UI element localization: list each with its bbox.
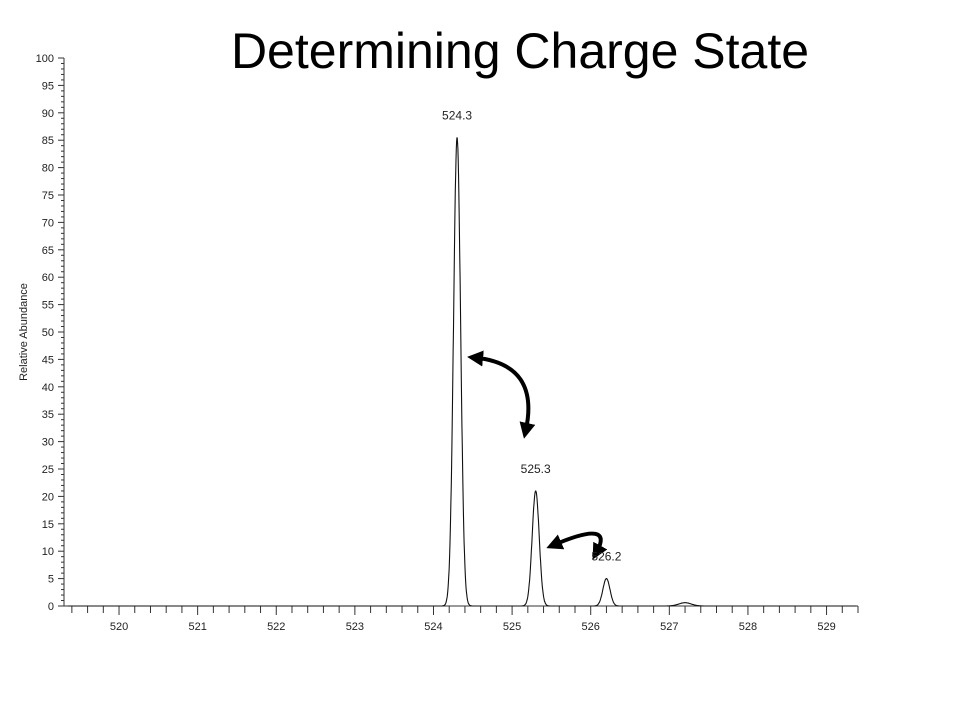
x-tick-label: 529 bbox=[817, 621, 835, 633]
y-tick-label: 100 bbox=[36, 53, 54, 65]
x-tick-label: 525 bbox=[503, 621, 521, 633]
spacing-arrow bbox=[467, 350, 536, 439]
y-tick-label: 95 bbox=[42, 80, 54, 92]
y-tick-label: 5 bbox=[48, 574, 54, 586]
y-tick-label: 85 bbox=[42, 135, 54, 147]
slide-title: Determining Charge State bbox=[230, 23, 810, 79]
y-tick-label: 60 bbox=[42, 272, 54, 284]
y-tick-label: 70 bbox=[42, 217, 54, 229]
y-tick-label: 50 bbox=[42, 327, 54, 339]
y-tick-label: 0 bbox=[48, 601, 54, 613]
y-tick-label: 10 bbox=[42, 546, 54, 558]
y-tick-label: 90 bbox=[42, 108, 54, 120]
y-tick-label: 45 bbox=[42, 354, 54, 366]
x-tick-label: 523 bbox=[346, 621, 364, 633]
x-tick-label: 521 bbox=[188, 621, 206, 633]
y-tick-label: 80 bbox=[42, 163, 54, 175]
y-tick-label: 15 bbox=[42, 519, 54, 531]
x-tick-label: 522 bbox=[267, 621, 285, 633]
y-tick-label: 20 bbox=[42, 491, 54, 503]
peak-label: 526.2 bbox=[591, 550, 621, 564]
x-tick-label: 527 bbox=[660, 621, 678, 633]
x-tick-label: 526 bbox=[582, 621, 600, 633]
y-tick-label: 75 bbox=[42, 190, 54, 202]
y-tick-label: 35 bbox=[42, 409, 54, 421]
spectrum-trace bbox=[67, 137, 857, 607]
x-tick-label: 528 bbox=[739, 621, 757, 633]
y-tick-label: 25 bbox=[42, 464, 54, 476]
y-tick-label: 65 bbox=[42, 245, 54, 257]
peak-label: 524.3 bbox=[442, 108, 472, 122]
y-tick-label: 40 bbox=[42, 382, 54, 394]
y-tick-label: 55 bbox=[42, 300, 54, 312]
x-tick-label: 520 bbox=[110, 621, 128, 633]
peak-label: 525.3 bbox=[521, 462, 551, 476]
y-axis-title: Relative Abundance bbox=[18, 283, 30, 381]
y-tick-label: 30 bbox=[42, 437, 54, 449]
x-tick-label: 524 bbox=[424, 621, 442, 633]
spacing-arrow bbox=[546, 531, 608, 560]
